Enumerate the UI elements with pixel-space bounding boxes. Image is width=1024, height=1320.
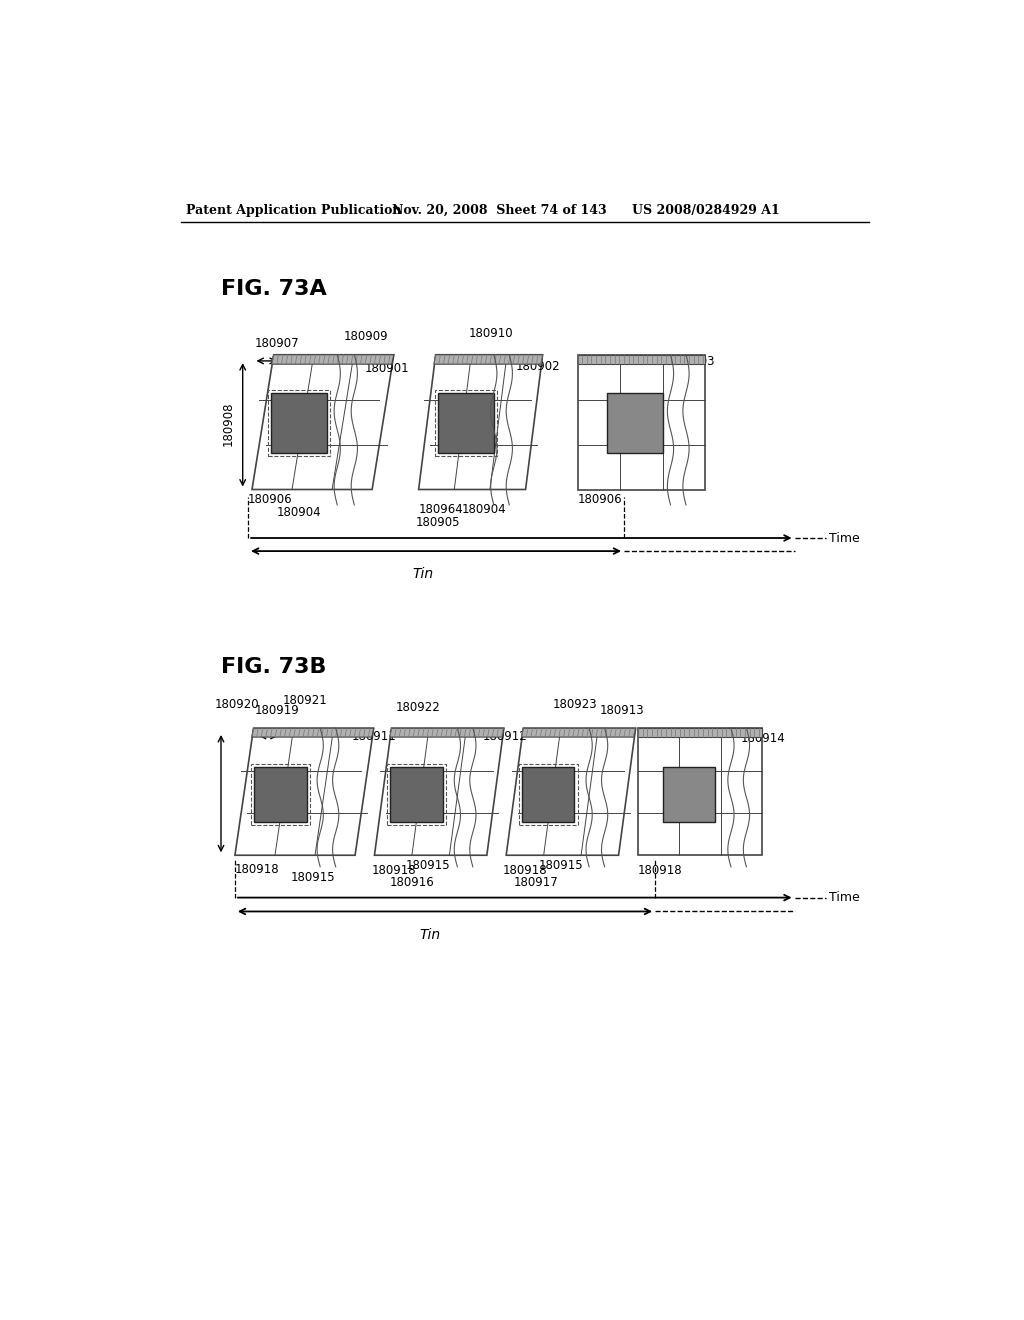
Polygon shape [271,355,394,364]
Polygon shape [434,355,543,364]
Text: 180908: 180908 [222,401,234,446]
Text: 180923: 180923 [553,698,597,711]
Bar [390,767,442,822]
Text: FIG. 73A: FIG. 73A [221,280,327,300]
Bar [271,393,328,453]
Text: 180915: 180915 [406,859,451,873]
Bar [663,767,716,822]
Polygon shape [506,729,636,855]
Polygon shape [234,729,374,855]
Text: 180917: 180917 [514,876,559,890]
Text: 180904: 180904 [461,503,506,516]
Text: 180922: 180922 [395,701,440,714]
Text: 180918: 180918 [234,863,280,876]
Text: 180902: 180902 [515,360,560,374]
Bar [251,763,310,825]
Bar [607,393,663,453]
Text: Tin: Tin [412,566,433,581]
Bar [254,767,307,822]
Text: 180915: 180915 [539,859,584,873]
Text: 180914: 180914 [740,733,785,744]
Polygon shape [390,729,504,737]
Text: 180915: 180915 [291,871,336,883]
Text: 180916: 180916 [390,876,435,890]
Text: 180913: 180913 [599,705,644,718]
Text: 180920: 180920 [215,698,259,711]
Text: US 2008/0284929 A1: US 2008/0284929 A1 [632,205,779,218]
Text: 180901: 180901 [365,363,409,375]
Text: 180910: 180910 [469,327,514,341]
Polygon shape [521,729,636,737]
Polygon shape [252,355,394,490]
Text: 180912: 180912 [483,730,527,743]
Text: 180918: 180918 [638,865,683,878]
Polygon shape [375,729,504,855]
Text: Time: Time [829,891,860,904]
Text: 180911: 180911 [352,730,396,743]
Text: 180906: 180906 [248,494,293,507]
Bar [268,391,331,457]
Text: 180906: 180906 [578,494,623,507]
Text: FIG. 73B: FIG. 73B [221,656,327,677]
Bar [521,767,574,822]
Bar [518,763,578,825]
Text: 180907: 180907 [255,337,300,350]
Text: 180918: 180918 [503,865,548,878]
Text: Tin: Tin [420,928,440,942]
Text: 180903: 180903 [671,355,715,368]
Text: Time: Time [829,532,860,545]
Bar [638,729,762,737]
Polygon shape [419,355,543,490]
Text: Nov. 20, 2008  Sheet 74 of 143: Nov. 20, 2008 Sheet 74 of 143 [391,205,606,218]
Text: Patent Application Publication: Patent Application Publication [186,205,401,218]
Text: 180904: 180904 [276,507,321,520]
Text: 180921: 180921 [283,693,328,706]
Bar [387,763,445,825]
Bar [438,393,494,453]
Bar [435,391,497,457]
Bar [638,729,762,855]
Polygon shape [252,729,374,737]
Text: 180905: 180905 [416,516,460,529]
Text: 180918: 180918 [372,865,417,878]
Text: 180964: 180964 [419,503,464,516]
Text: 180919: 180919 [254,705,299,718]
Text: 180909: 180909 [343,330,388,343]
Bar [578,355,706,490]
Bar [578,355,706,364]
